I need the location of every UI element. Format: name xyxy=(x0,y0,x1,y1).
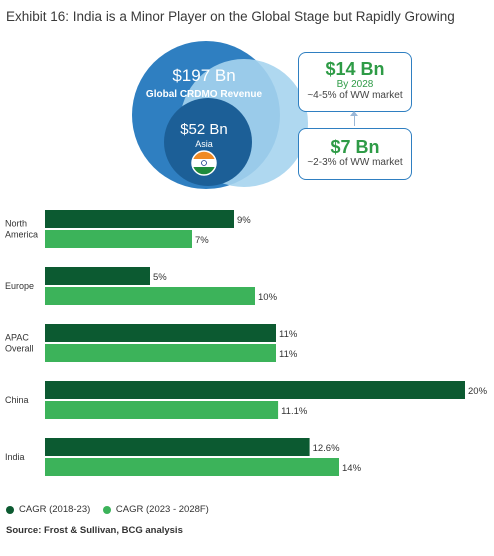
bar-value-label: 14% xyxy=(342,463,362,474)
legend-item-series2: CAGR (2023 - 2028F) xyxy=(102,504,209,515)
legend-item-series1: CAGR (2018-23) xyxy=(6,504,90,515)
source-note: Source: Frost & Sullivan, BCG analysis xyxy=(6,525,183,536)
bar-cagr-2023-28f xyxy=(45,287,255,305)
bar-value-label: 11% xyxy=(279,329,298,340)
india-current-share: ~2-3% of WW market xyxy=(307,157,403,168)
bar-cagr-2023-28f xyxy=(45,401,279,419)
category-label: APAC Overall xyxy=(5,333,34,354)
bar-value-label: 12.6% xyxy=(313,443,340,454)
bar-value-label: 11% xyxy=(279,349,298,360)
category-label: India xyxy=(5,452,25,462)
global-revenue-label: Global CRDMO Revenue xyxy=(146,89,263,100)
legend-label-series1: CAGR (2018-23) xyxy=(19,504,91,515)
india-2028-value: $14 Bn xyxy=(325,59,385,79)
india-flag-icon xyxy=(191,150,217,176)
legend-dot-light-green xyxy=(102,505,111,514)
india-current-value: $7 Bn xyxy=(330,137,380,157)
bar-value-label: 10% xyxy=(258,292,278,303)
bar-cagr-2023-28f xyxy=(45,230,192,248)
india-2028-revenue-box: $14 Bn By 2028 ~4-5% of WW market xyxy=(298,52,412,112)
bar-value-label: 7% xyxy=(195,235,209,246)
legend-label-series2: CAGR (2023 - 2028F) xyxy=(115,504,209,515)
growth-connector xyxy=(354,114,355,126)
bar-cagr-2018-23 xyxy=(45,381,465,399)
bar-cagr-2018-23 xyxy=(45,267,150,285)
bar-cagr-2023-28f xyxy=(45,458,339,476)
growth-arrow-icon xyxy=(350,111,358,116)
bar-cagr-2018-23 xyxy=(45,324,276,342)
category-label: North America xyxy=(5,219,38,240)
bar-cagr-2023-28f xyxy=(45,344,276,362)
chart-legend: CAGR (2018-23) CAGR (2023 - 2028F) xyxy=(6,504,219,517)
global-revenue-value: $197 Bn xyxy=(172,66,235,85)
india-current-revenue-box: $7 Bn ~2-3% of WW market xyxy=(298,128,412,180)
bar-value-label: 20% xyxy=(468,386,488,397)
bar-value-label: 11.1% xyxy=(281,406,308,417)
category-label: Europe xyxy=(5,281,34,291)
bar-value-label: 9% xyxy=(237,215,251,226)
globe-infographic: $197 Bn Global CRDMO Revenue $52 Bn Asia xyxy=(132,41,308,189)
asia-revenue-label: Asia xyxy=(195,139,213,149)
bar-cagr-2018-23 xyxy=(45,438,310,456)
asia-revenue-value: $52 Bn xyxy=(180,121,228,138)
asia-globe xyxy=(164,98,252,186)
chart-title: Exhibit 16: India is a Minor Player on t… xyxy=(6,9,455,24)
india-2028-share: ~4-5% of WW market xyxy=(307,90,403,101)
legend-dot-dark-green xyxy=(6,505,14,514)
bar-cagr-2018-23 xyxy=(45,210,234,228)
bar-value-label: 5% xyxy=(153,272,167,283)
india-2028-subtitle: By 2028 xyxy=(336,79,374,90)
cagr-bar-chart: North America 9% 7% Europe 5% 10% APAC Overall 11… xyxy=(5,210,488,476)
category-label: China xyxy=(5,395,29,405)
